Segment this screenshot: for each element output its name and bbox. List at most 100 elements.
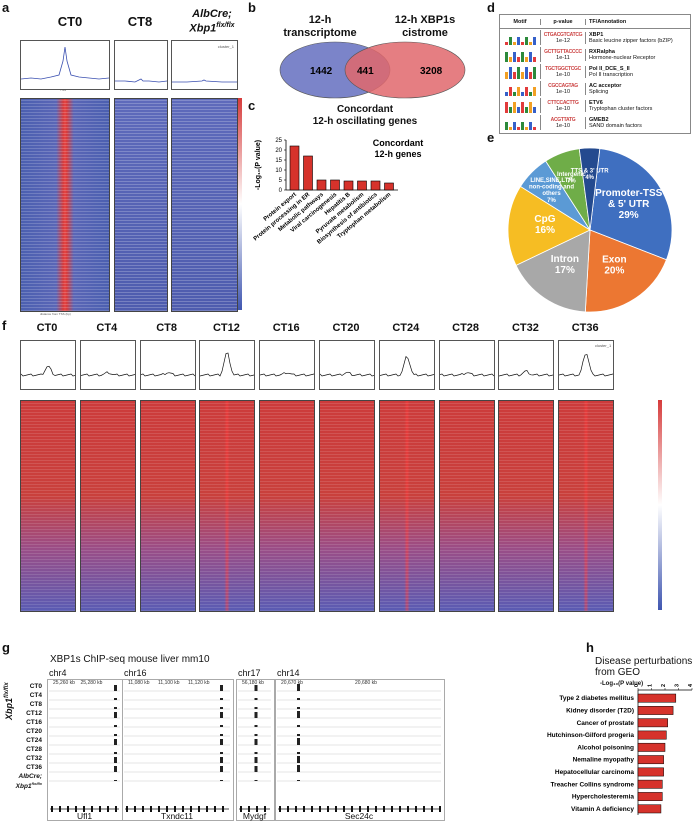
motif-logo-letter (516, 37, 520, 45)
chip-peak (297, 765, 300, 772)
motif-logo (500, 81, 541, 96)
motif-logo-letter (512, 72, 516, 79)
chip-chrom-name: chr4 (49, 668, 67, 678)
chip-peak (220, 734, 223, 736)
motif-logo (500, 64, 541, 79)
gene-exon (126, 806, 128, 812)
c-bar (343, 180, 354, 191)
motif-logo-letter (520, 92, 524, 96)
c-bar (289, 145, 300, 191)
gene-exon (391, 806, 393, 812)
panel-label-a: a (2, 0, 10, 15)
pie-label: 16% (535, 225, 555, 236)
motif-col-pvalue: p-value (541, 18, 586, 25)
motif-row: TGCTGGCTCGC 1e-10 Pol II_DCE_S_II Pol II tr… (500, 63, 690, 80)
motif-logo-letter (508, 67, 512, 79)
pie-label: others (542, 191, 561, 197)
motif-consensus: CTGACGTCATCG (543, 31, 583, 38)
motif-rows: CTGACGTCATCG 1e-12 XBP1 Basic leucine zippe… (500, 29, 690, 131)
gene-exon (107, 806, 109, 812)
gene-exon (295, 806, 297, 812)
panel-a-profile-ct8 (114, 40, 168, 90)
f-profile-line (200, 352, 255, 377)
motif-logo-letter (524, 57, 528, 62)
h-bar (637, 779, 663, 789)
gene-exon (256, 806, 258, 812)
gene-exon (190, 806, 192, 812)
motif-logo-letter (504, 102, 508, 113)
motif-pvalue: 1e-10 (555, 71, 571, 78)
motif-table-header: Motif p-value TF/Annotation (500, 15, 690, 29)
chip-coord-tick: 56,180 kb (242, 680, 264, 686)
gene-exon (264, 806, 266, 812)
panel-a-header-ct0: CT0 (57, 14, 83, 29)
f-header-ct16: CT16 (272, 322, 300, 334)
chip-peak (254, 766, 258, 772)
chip-peak (297, 707, 300, 709)
motif-logo-letter (528, 72, 532, 79)
f-heatmap-ct12 (199, 400, 256, 612)
f-header-ct36: CT36 (571, 322, 599, 334)
venn-right-title-1: 12-h XBP1s (394, 14, 456, 26)
motif-consensus: CTTCCACTTG (547, 99, 579, 106)
panel-a-heatmap-ct0 (20, 98, 110, 312)
pie-label: LINE,SINE,LTR (530, 178, 573, 184)
pie-label: Promoter-TSS (595, 188, 663, 199)
panel-label-f: f (2, 318, 7, 333)
chip-peak (114, 739, 117, 745)
panel-f-colorbar (658, 400, 662, 610)
chip-chrom-name: chr17 (238, 668, 261, 678)
gene-exon (198, 806, 200, 812)
panel-a-axis-caption: distance from TSS (bp) (40, 312, 71, 316)
gene-exon (399, 806, 401, 812)
motif-annotation: GMEB2 SAND domain factors (586, 117, 690, 129)
f-profile-ct12 (199, 340, 256, 390)
venn-diagram: 1442 441 3208 (279, 41, 466, 99)
chip-side-label-sup: flx/flx (4, 682, 10, 698)
gene-exon (150, 806, 152, 812)
c-bar (316, 179, 327, 191)
motif-pvalue-cell: ACGTTATG 1e-10 (541, 116, 586, 129)
f-profile-trace (499, 370, 554, 377)
venn-right-title-2: cistrome (402, 27, 448, 39)
motif-logo-letter (528, 42, 532, 45)
chip-gene-name: Mydgf (242, 811, 267, 821)
f-profile-ct20 (319, 340, 375, 390)
f-profile-line (20, 365, 76, 377)
motif-logo-letter (520, 122, 524, 130)
knockout-line1: AlbCre; (192, 8, 232, 20)
f-legend: cluster_1 (594, 343, 612, 348)
pie-slice (584, 229, 667, 313)
f-profile-line (140, 372, 195, 377)
motif-logo-letter (520, 102, 524, 113)
f-header-ct24: CT24 (392, 322, 420, 334)
h-category-label: Hypercholesteremia (572, 794, 635, 801)
chip-peak (254, 712, 258, 718)
pie-label: & 5' UTR (608, 199, 650, 210)
motif-tf: XBP1 (589, 31, 604, 38)
motif-family: Tryptophan cluster factors (589, 105, 653, 112)
chip-peak (220, 707, 223, 709)
panel-label-h: h (586, 640, 594, 655)
panel-label-b: b (248, 0, 256, 15)
motif-logo (500, 98, 541, 113)
chip-coord-tick: 20,680 kb (355, 680, 377, 686)
chip-track-label: CT8 (29, 701, 42, 708)
geo-title-1: Disease perturbations (595, 656, 693, 667)
gene-exon (407, 806, 409, 812)
motif-family: Hormone-nuclear Receptor (589, 54, 656, 61)
motif-logo-letter (508, 87, 512, 96)
f-profile-trace (80, 371, 135, 377)
panel-c-bar-chart: 0 5 10 15 20 25 -Log₁₀(P value) Concordant12-h … (253, 138, 423, 246)
f-profile-ct16 (259, 340, 316, 390)
h-bar (637, 742, 666, 752)
venn-left-title-1: 12-h (308, 14, 332, 26)
h-xtick-label: 40 (688, 684, 694, 687)
motif-logo-letter (532, 87, 536, 96)
chip-track-label: CT12 (26, 710, 42, 717)
panel-label-g: g (2, 640, 10, 655)
h-bar (637, 792, 663, 801)
h-category-label: Alcohol poisoning (577, 744, 634, 751)
pie-slice (515, 229, 591, 313)
chip-track-label: CT4 (29, 692, 42, 699)
